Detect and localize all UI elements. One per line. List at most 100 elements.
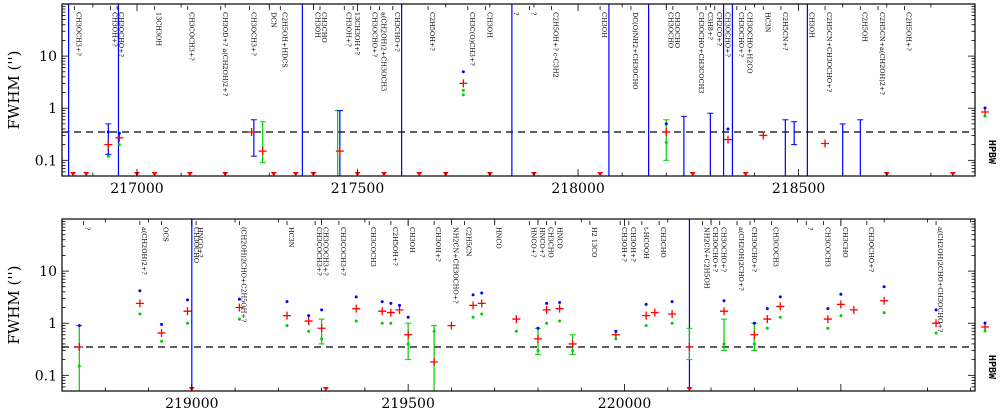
x-tick-label: 218500	[772, 181, 825, 197]
limit-marker	[83, 172, 90, 176]
fit-point	[668, 310, 677, 319]
line-id-label: H2 13CO	[590, 227, 598, 257]
upper-point	[480, 291, 484, 295]
lower-point	[354, 319, 358, 323]
line-id-label: CH3OCHO+CH3COCH3	[697, 12, 705, 93]
line-id-label: C2H5OH+? c-C3H2	[552, 12, 560, 78]
lower-point	[934, 331, 938, 335]
line-id-label: CH3OCHO	[673, 12, 681, 48]
lower-point	[237, 317, 241, 321]
line-id-label: CH3COCH3	[772, 227, 780, 267]
fit-point	[395, 305, 404, 314]
fit-point	[776, 302, 785, 311]
line-id-label: CH3OCHO+?	[117, 12, 125, 58]
upper-point	[106, 130, 110, 134]
lower-point	[320, 337, 324, 341]
upper-point	[285, 300, 289, 304]
lower-point	[558, 319, 562, 323]
fit-point	[642, 311, 651, 320]
line-id-label: CH3CHO	[659, 227, 667, 258]
limit-marker	[689, 172, 696, 176]
line-id-label: ?	[84, 227, 92, 231]
line-id-label: CH3OH+?	[629, 227, 637, 262]
fit-point	[821, 139, 830, 148]
line-id-label: C2H5CN+?	[781, 12, 789, 51]
upper-point	[320, 308, 324, 312]
y-tick-label: 1	[48, 316, 57, 332]
upper-point	[77, 324, 81, 328]
fit-point	[157, 328, 166, 337]
lower-point	[461, 88, 465, 92]
lower-point	[571, 348, 575, 352]
line-id-label: a(CH2OH)2+?	[140, 227, 148, 275]
line-id-label: CH3OCHO+H2CO	[746, 12, 754, 74]
x-tick-label: 219000	[165, 396, 218, 412]
line-id-label: CH3COCH3	[369, 227, 377, 267]
line-id-label: C2H5OH+?	[904, 12, 912, 51]
line-id-label: 13CH3OH+?	[353, 12, 361, 55]
lower-point	[765, 326, 769, 330]
line-id-label: CH3COCH3+?	[322, 227, 330, 276]
lower-point	[185, 321, 189, 325]
lower-point	[514, 329, 518, 333]
hpbw-label: HPBW	[986, 140, 997, 165]
line-id-label: HC3N	[287, 227, 295, 248]
x-tick-label: 220000	[598, 396, 651, 412]
upper-point	[398, 303, 402, 307]
line-id-label: CH3OH+?	[111, 12, 119, 47]
lower-point	[614, 337, 618, 341]
fit-point	[304, 317, 313, 326]
lower-point	[644, 324, 648, 328]
fit-point	[932, 319, 941, 328]
line-id-label: 13CH3OH	[155, 12, 163, 46]
fit-point	[75, 342, 84, 351]
line-id-label: ?	[530, 12, 538, 16]
y-tick-label: 10	[39, 49, 57, 65]
lower-point	[432, 329, 436, 333]
line-id-label: C2H5CN+a(CH2OH)2+?	[878, 12, 886, 95]
upper-point	[644, 302, 648, 306]
line-id-label: CH3COCH3+?	[339, 227, 347, 276]
fit-point	[104, 140, 113, 149]
upper-point	[778, 295, 782, 299]
upper-point	[839, 292, 843, 296]
fit-point	[568, 339, 577, 348]
upper-point	[307, 314, 311, 318]
fit-point	[335, 147, 344, 156]
lower-point	[285, 324, 289, 328]
lower-point	[307, 329, 311, 333]
upper-point	[752, 321, 756, 325]
lower-point	[106, 154, 110, 158]
limit-marker	[322, 387, 329, 391]
lower-point	[471, 315, 475, 319]
upper-point	[536, 326, 540, 330]
upper-point	[406, 315, 410, 319]
limit-marker	[186, 172, 193, 176]
upper-point	[882, 285, 886, 289]
lower-point	[406, 342, 410, 346]
upper-point	[160, 322, 164, 326]
fit-point	[533, 334, 542, 343]
fit-point	[469, 301, 478, 310]
lower-point	[77, 364, 81, 368]
upper-point	[471, 293, 475, 297]
y-axis-label: FWHM ('')	[5, 51, 23, 130]
lower-point	[138, 312, 142, 316]
lower-point	[882, 311, 886, 315]
line-id-label: CH2CO+?	[715, 12, 723, 47]
x-tick-label: 218000	[551, 181, 604, 197]
line-id-label: CH3OH	[313, 12, 321, 38]
upper-point	[461, 70, 465, 74]
lower-point	[389, 321, 393, 325]
upper-point	[722, 299, 726, 303]
fit-point	[477, 299, 486, 308]
fit-point	[823, 315, 832, 324]
upper-point	[558, 300, 562, 304]
line-id-label: CH3OCH3+?	[249, 12, 257, 56]
line-id-label: CH3CHO	[320, 12, 328, 43]
line-id-label: a(CH2OH)2+CH3OCH3	[380, 12, 388, 91]
fit-point	[283, 311, 292, 320]
line-id-label: HNCO+?	[529, 227, 537, 258]
fit-point	[542, 305, 551, 314]
upper-point	[664, 122, 668, 126]
